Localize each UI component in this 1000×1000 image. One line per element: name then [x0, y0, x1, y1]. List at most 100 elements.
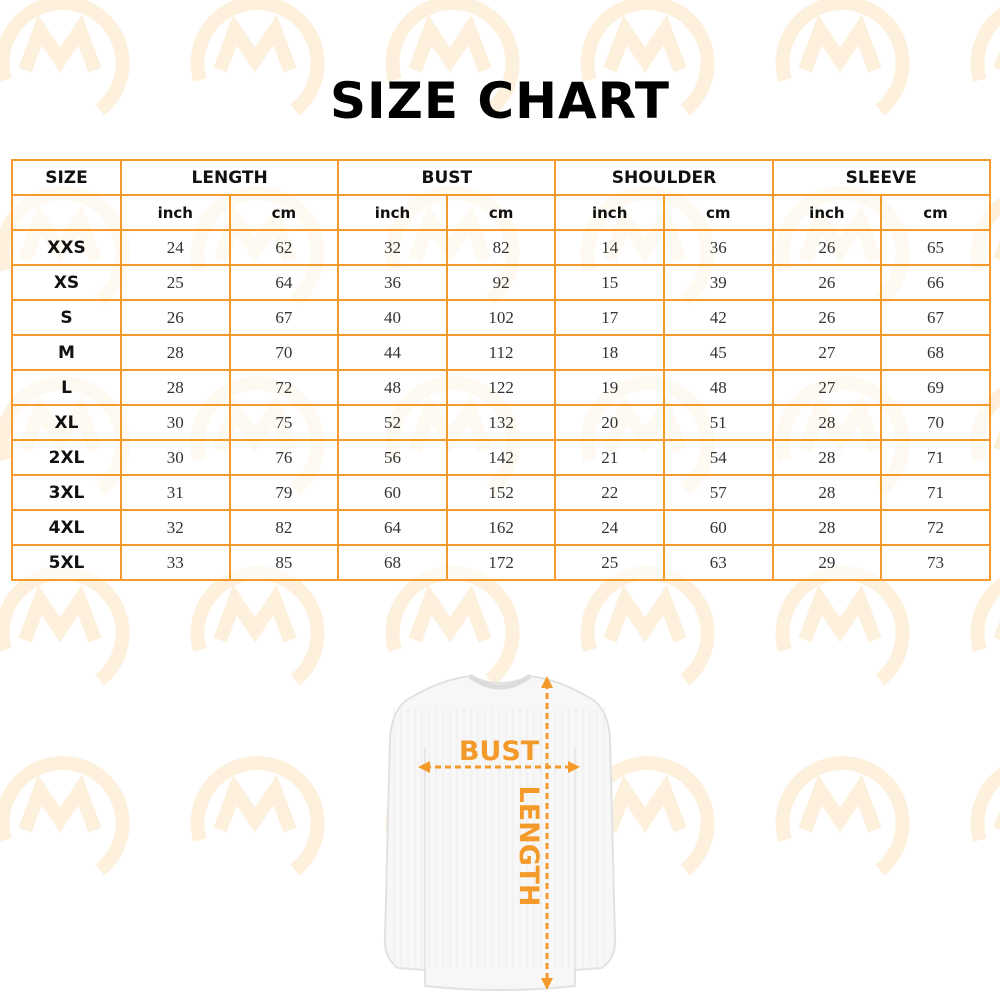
- measurement-cell: 30: [120, 439, 231, 476]
- measurement-cell: 72: [228, 369, 340, 406]
- measurement-cell: 75: [228, 404, 340, 441]
- watermark-logo-mark: [970, 7, 1000, 82]
- size-cell: XL: [11, 404, 122, 441]
- measurement-cell: 56: [337, 439, 448, 476]
- measurement-cell: 29: [771, 544, 883, 581]
- measurement-cell: 18: [554, 334, 665, 371]
- watermark-logo-mark: [775, 0, 910, 116]
- measurement-cell: 70: [880, 404, 991, 441]
- measurement-cell: 26: [771, 299, 883, 336]
- length-measure-arrow: [541, 676, 553, 990]
- measurement-cell: 64: [228, 264, 340, 301]
- watermark-logo-mark: [0, 566, 130, 686]
- measurement-cell: 48: [337, 369, 448, 406]
- sweater-image: [383, 673, 617, 991]
- watermark-logo-mark: [775, 566, 910, 686]
- measurement-cell: 25: [554, 544, 665, 581]
- measurement-cell: 26: [771, 264, 883, 301]
- measurement-cell: 69: [880, 369, 991, 406]
- table-row: 2XL 30 76 56 142 21 54 28 71: [11, 439, 991, 476]
- measurement-cell: 112: [445, 334, 557, 371]
- bust-label: BUST: [459, 736, 540, 767]
- measurement-cell: 52: [337, 404, 448, 441]
- size-cell: 4XL: [11, 509, 122, 546]
- unit-header-cm: cm: [880, 194, 991, 231]
- watermark-logo-mark: [580, 0, 715, 116]
- watermark-logo-mark: [190, 566, 325, 686]
- size-cell: XXS: [11, 229, 122, 266]
- measurement-cell: 32: [337, 229, 448, 266]
- size-table: SIZE LENGTH BUST SHOULDER SLEEVE inch cm i…: [11, 159, 991, 581]
- table-row: 3XL 31 79 60 152 22 57 28 71: [11, 474, 991, 511]
- measurement-cell: 60: [337, 474, 448, 511]
- size-cell: XS: [11, 264, 122, 301]
- unit-header-row: inch cm inch cm inch cm inch cm: [11, 194, 991, 231]
- measurement-cell: 45: [662, 334, 774, 371]
- table-row: XS 25 64 36 92 15 39 26 66: [11, 264, 991, 301]
- watermark-logo-mark: [385, 0, 520, 116]
- measurement-cell: 92: [445, 264, 557, 301]
- measurement-cell: 70: [228, 334, 340, 371]
- measurement-cell: 22: [554, 474, 665, 511]
- table-row: L 28 72 48 122 19 48 27 69: [11, 369, 991, 406]
- size-cell: L: [11, 369, 122, 406]
- unit-header-inch: inch: [771, 194, 883, 231]
- measurement-cell: 26: [120, 299, 231, 336]
- watermark-logo-mark: [0, 756, 130, 876]
- group-header-sleeve: SLEEVE: [771, 159, 991, 196]
- measurement-cell: 122: [445, 369, 557, 406]
- size-cell: 3XL: [11, 474, 122, 511]
- measurement-cell: 30: [120, 404, 231, 441]
- measurement-cell: 28: [771, 474, 883, 511]
- measurement-cell: 102: [445, 299, 557, 336]
- measurement-cell: 66: [880, 264, 991, 301]
- measurement-cell: 82: [228, 509, 340, 546]
- measurement-cell: 28: [771, 439, 883, 476]
- measurement-cell: 172: [445, 544, 557, 581]
- measurement-cell: 36: [337, 264, 448, 301]
- measurement-cell: 28: [771, 509, 883, 546]
- measurement-cell: 24: [554, 509, 665, 546]
- size-cell: M: [11, 334, 122, 371]
- table-row: XL 30 75 52 132 20 51 28 70: [11, 404, 991, 441]
- measurement-cell: 57: [662, 474, 774, 511]
- unit-header-inch: inch: [337, 194, 448, 231]
- measurement-cell: 27: [771, 334, 883, 371]
- measurement-cell: 68: [880, 334, 991, 371]
- measurement-cell: 142: [445, 439, 557, 476]
- measurement-cell: 67: [880, 299, 991, 336]
- measurement-cell: 19: [554, 369, 665, 406]
- measurement-cell: 71: [880, 474, 991, 511]
- measurement-cell: 48: [662, 369, 774, 406]
- measurement-cell: 14: [554, 229, 665, 266]
- measurement-cell: 76: [228, 439, 340, 476]
- measurement-cell: 36: [662, 229, 774, 266]
- measurement-cell: 64: [337, 509, 448, 546]
- measurement-cell: 31: [120, 474, 231, 511]
- measurement-cell: 25: [120, 264, 231, 301]
- unit-header-inch: inch: [120, 194, 231, 231]
- watermark-logo-mark: [385, 566, 520, 686]
- unit-header-inch: inch: [554, 194, 665, 231]
- measurement-cell: 68: [337, 544, 448, 581]
- group-header-length: LENGTH: [119, 159, 340, 196]
- measurement-cell: 152: [445, 474, 557, 511]
- measurement-cell: 73: [880, 544, 991, 581]
- watermark-logo-mark: [190, 0, 325, 116]
- measurement-cell: 162: [445, 509, 557, 546]
- length-label: LENGTH: [513, 786, 544, 907]
- empty-header-cell: [11, 194, 122, 231]
- measurement-cell: 63: [662, 544, 774, 581]
- measurement-cell: 28: [120, 369, 231, 406]
- size-cell: S: [11, 299, 122, 336]
- measurement-cell: 42: [662, 299, 774, 336]
- size-cell: 2XL: [11, 439, 122, 476]
- measurement-cell: 27: [771, 369, 883, 406]
- measurement-cell: 51: [662, 404, 774, 441]
- measurement-cell: 24: [120, 229, 231, 266]
- sweater-diagram: BUST LENGTH: [383, 673, 617, 991]
- measurement-cell: 33: [120, 544, 231, 581]
- measurement-cell: 26: [771, 229, 883, 266]
- measurement-cell: 44: [337, 334, 448, 371]
- watermark-logo-mark: [775, 756, 910, 876]
